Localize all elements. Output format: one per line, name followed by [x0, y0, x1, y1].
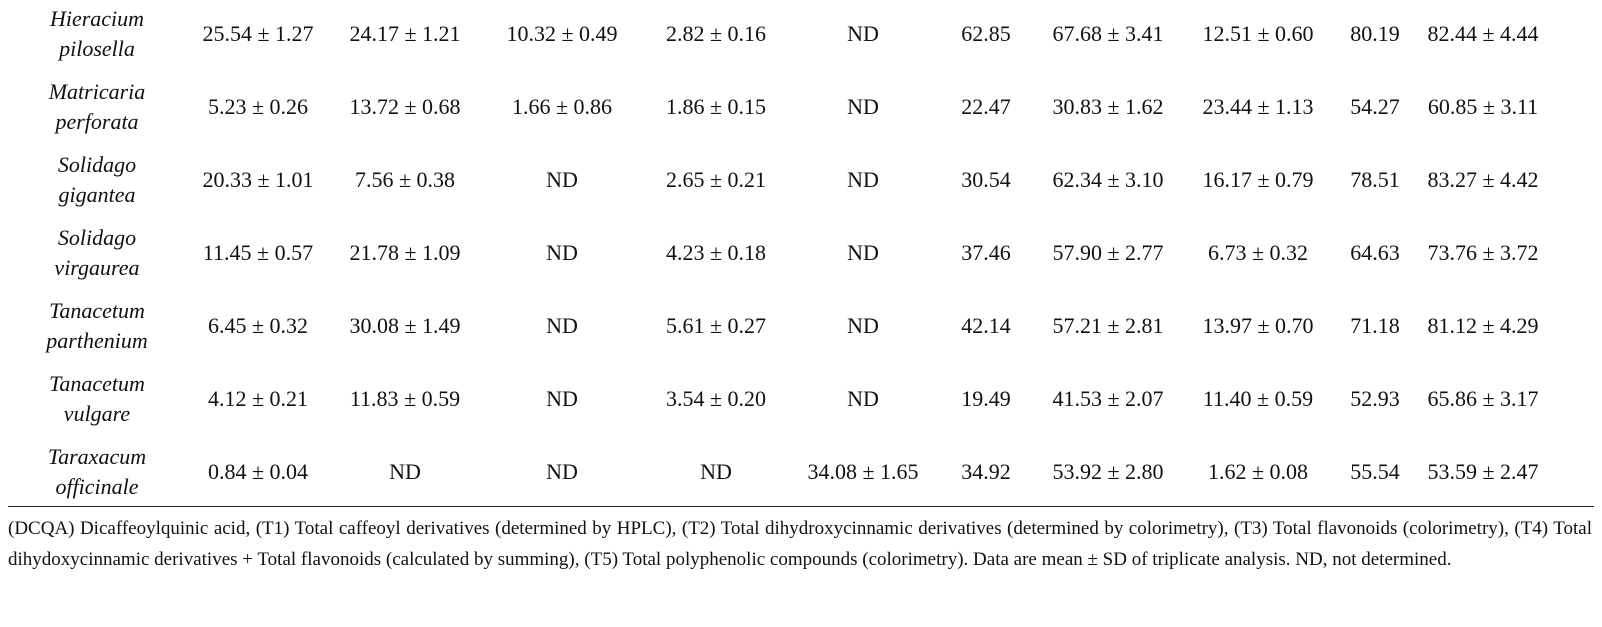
table-cell: 6.73 ± 0.32: [1207, 240, 1309, 265]
table-cell: 19.49: [961, 386, 1011, 411]
table-cell: 0.84 ± 0.04: [207, 459, 309, 484]
footnote: (DCQA) Dicaffeoylquinic acid, (T1) Total…: [8, 518, 1592, 570]
table-cell: ND: [700, 459, 732, 484]
table-cell: 34.92: [961, 459, 1011, 484]
table-cell: 24.17 ± 1.21: [349, 21, 461, 46]
table-cell: ND: [546, 386, 578, 411]
table-cell: 23.44 ± 1.13: [1202, 94, 1314, 119]
table-cell: 11.40 ± 0.59: [1202, 386, 1314, 411]
table-cell: 67.68 ± 3.41: [1052, 21, 1164, 46]
table-cell: 71.18: [1350, 313, 1400, 338]
table-cell: ND: [847, 386, 879, 411]
table-cell: 6.45 ± 0.32: [207, 313, 309, 338]
table-cell: 37.46: [961, 240, 1011, 265]
table-cell: ND: [546, 313, 578, 338]
species-name: gigantea: [58, 182, 136, 207]
table-cell: 25.54 ± 1.27: [202, 21, 314, 46]
species-name: Hieracium: [49, 6, 145, 31]
table-cell: ND: [389, 459, 421, 484]
table-cell: 53.59 ± 2.47: [1427, 459, 1539, 484]
table-cell: 7.56 ± 0.38: [354, 167, 456, 192]
species-name: Matricaria: [48, 79, 146, 104]
table-cell: 2.82 ± 0.16: [665, 21, 767, 46]
species-name: parthenium: [46, 328, 148, 353]
species-name: pilosella: [59, 36, 135, 61]
table-cell: 30.54: [961, 167, 1011, 192]
table-cell: ND: [847, 167, 879, 192]
table-cell: 81.12 ± 4.29: [1427, 313, 1539, 338]
species-name: Tanacetum: [49, 371, 145, 396]
table-cell: 16.17 ± 0.79: [1202, 167, 1314, 192]
table-cell: 55.54: [1350, 459, 1400, 484]
table-cell: 53.92 ± 2.80: [1052, 459, 1164, 484]
table-cell: 64.63: [1350, 240, 1400, 265]
table-cell: ND: [847, 313, 879, 338]
table-cell: 73.76 ± 3.72: [1427, 240, 1539, 265]
species-name: officinale: [55, 474, 139, 499]
species-name: Solidago: [57, 152, 137, 177]
species-name: Tanacetum: [49, 298, 145, 323]
species-name: vulgare: [63, 401, 131, 426]
table-cell: 2.65 ± 0.21: [665, 167, 767, 192]
table-cell: 13.97 ± 0.70: [1202, 313, 1314, 338]
table-rule: [8, 506, 1594, 507]
table-cell: 52.93: [1350, 386, 1400, 411]
table-cell: 22.47: [961, 94, 1011, 119]
table-cell: 62.85: [961, 21, 1011, 46]
table-cell: 60.85 ± 3.11: [1427, 94, 1539, 119]
table-cell: 34.08 ± 1.65: [807, 459, 919, 484]
table-cell: 1.86 ± 0.15: [665, 94, 767, 119]
table-cell: 5.61 ± 0.27: [665, 313, 767, 338]
table-cell: 1.66 ± 0.86: [511, 94, 613, 119]
table-cell: 1.62 ± 0.08: [1207, 459, 1309, 484]
table-cell: 57.21 ± 2.81: [1052, 313, 1164, 338]
table-cell: 11.83 ± 0.59: [349, 386, 461, 411]
table-cell: ND: [546, 459, 578, 484]
table-cell: 42.14: [961, 313, 1011, 338]
table-cell: 30.83 ± 1.62: [1052, 94, 1164, 119]
table-cell: 82.44 ± 4.44: [1427, 21, 1539, 46]
table-cell: 5.23 ± 0.26: [207, 94, 309, 119]
table-cell: 54.27: [1350, 94, 1400, 119]
table-cell: 3.54 ± 0.20: [665, 386, 767, 411]
table-cell: 10.32 ± 0.49: [506, 21, 618, 46]
table-cell: ND: [847, 21, 879, 46]
table-cell: 4.23 ± 0.18: [665, 240, 767, 265]
table-cell: 57.90 ± 2.77: [1052, 240, 1164, 265]
table-cell: 78.51: [1350, 167, 1400, 192]
table-cell: 12.51 ± 0.60: [1202, 21, 1314, 46]
table-cell: 41.53 ± 2.07: [1052, 386, 1164, 411]
table-cell: 65.86 ± 3.17: [1427, 386, 1539, 411]
table-cell: ND: [847, 240, 879, 265]
table-cell: 30.08 ± 1.49: [349, 313, 461, 338]
species-name: Taraxacum: [47, 444, 147, 469]
table-cell: ND: [546, 240, 578, 265]
table-cell: ND: [847, 94, 879, 119]
table-cell: ND: [546, 167, 578, 192]
table-cell: 20.33 ± 1.01: [202, 167, 314, 192]
species-name: virgaurea: [54, 255, 140, 280]
table-cell: 13.72 ± 0.68: [349, 94, 461, 119]
table-cell: 21.78 ± 1.09: [349, 240, 461, 265]
species-name: perforata: [55, 109, 139, 134]
table-cell: 4.12 ± 0.21: [207, 386, 309, 411]
table-cell: 62.34 ± 3.10: [1052, 167, 1164, 192]
table-cell: 80.19: [1350, 21, 1400, 46]
table-cell: 11.45 ± 0.57: [202, 240, 314, 265]
table-cell: 83.27 ± 4.42: [1427, 167, 1539, 192]
species-name: Solidago: [57, 225, 137, 250]
